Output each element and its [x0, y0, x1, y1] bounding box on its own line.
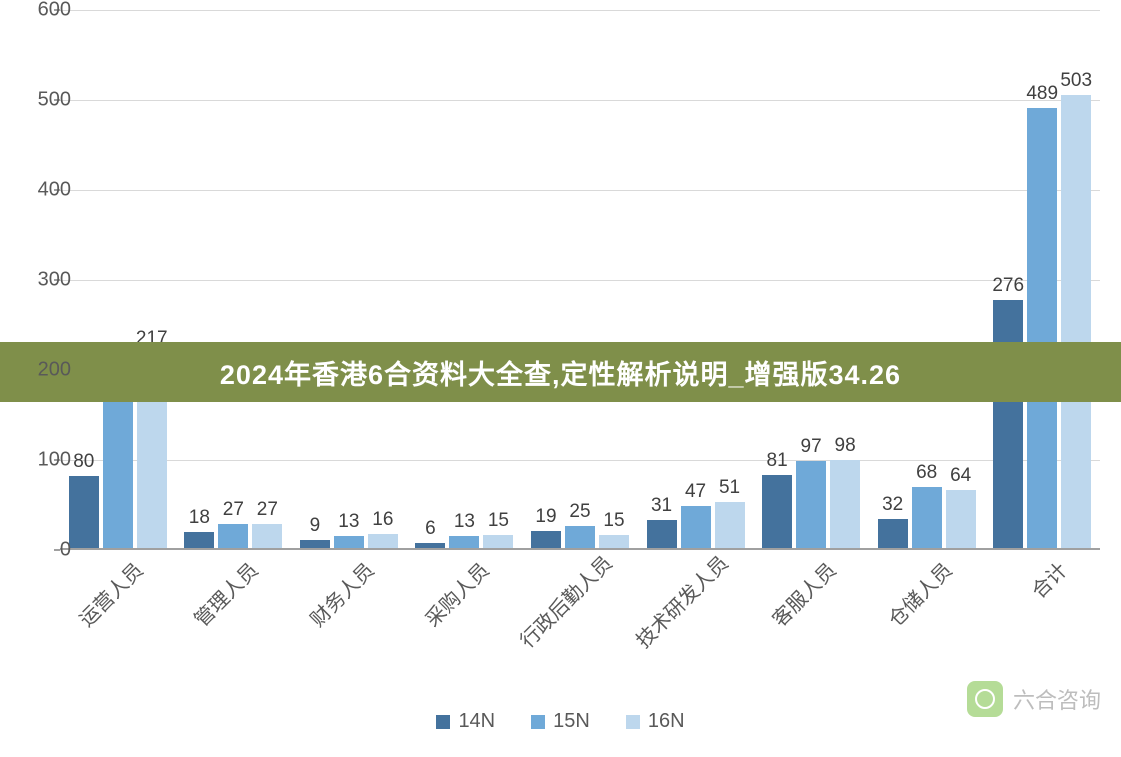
- bar-value-label: 97: [801, 436, 822, 458]
- ytick-label: 0: [21, 539, 71, 562]
- bar: [830, 460, 860, 548]
- legend-label: 14N: [458, 710, 495, 733]
- bar: [531, 531, 561, 548]
- bar: [334, 536, 364, 548]
- ytick-label: 400: [21, 179, 71, 202]
- bar-value-label: 19: [535, 506, 556, 528]
- ytick-label: 600: [21, 0, 71, 22]
- bar: [483, 535, 513, 549]
- bar-value-label: 15: [488, 510, 509, 532]
- legend-swatch: [531, 715, 545, 729]
- bar-value-label: 13: [454, 511, 475, 533]
- bar-value-label: 13: [338, 511, 359, 533]
- legend-label: 15N: [553, 710, 590, 733]
- bar: [993, 300, 1023, 548]
- legend-item: 15N: [531, 710, 590, 733]
- bar-value-label: 68: [916, 462, 937, 484]
- ytick-label: 500: [21, 89, 71, 112]
- overlay-banner: 2024年香港6合资料大全查,定性解析说明_增强版34.26: [0, 342, 1121, 402]
- bar: [415, 543, 445, 548]
- bar: [449, 536, 479, 548]
- bar: [1061, 95, 1091, 548]
- bar-value-label: 47: [685, 481, 706, 503]
- bar: [300, 540, 330, 548]
- chart-container: 8019921718272791316613151925153147518197…: [60, 10, 1100, 570]
- bar-value-label: 503: [1060, 70, 1092, 92]
- bar: [184, 532, 214, 548]
- watermark-text: 六合咨询: [1013, 683, 1101, 715]
- legend-swatch: [626, 715, 640, 729]
- bar-value-label: 64: [950, 465, 971, 487]
- ytick-label: 300: [21, 269, 71, 292]
- gridline: [60, 190, 1100, 191]
- bar: [762, 475, 792, 548]
- bar-value-label: 25: [569, 501, 590, 523]
- gridline: [60, 280, 1100, 281]
- bar-value-label: 15: [603, 510, 624, 532]
- wechat-icon: [967, 681, 1003, 717]
- legend-item: 16N: [626, 710, 685, 733]
- bar: [796, 461, 826, 548]
- ytick-label: 100: [21, 449, 71, 472]
- bar-value-label: 31: [651, 495, 672, 517]
- bar-value-label: 98: [835, 435, 856, 457]
- legend: 14N 15N 16N: [0, 710, 1121, 733]
- watermark: 六合咨询: [967, 681, 1101, 717]
- bar-value-label: 16: [372, 509, 393, 531]
- bar: [368, 534, 398, 548]
- bar: [565, 526, 595, 549]
- bar: [715, 502, 745, 548]
- plot-area: 8019921718272791316613151925153147518197…: [60, 10, 1100, 550]
- bar-value-label: 80: [73, 451, 94, 473]
- bar: [252, 524, 282, 548]
- gridline: [60, 460, 1100, 461]
- bar-value-label: 6: [425, 518, 436, 540]
- bar: [599, 535, 629, 549]
- bar: [878, 519, 908, 548]
- bar-value-label: 27: [223, 499, 244, 521]
- bar-value-label: 32: [882, 494, 903, 516]
- bar-value-label: 276: [992, 275, 1024, 297]
- ytick-label: 200: [21, 359, 71, 382]
- bar: [681, 506, 711, 548]
- bar-value-label: 51: [719, 477, 740, 499]
- bar: [1027, 108, 1057, 548]
- overlay-text: 2024年香港6合资料大全查,定性解析说明_增强版34.26: [220, 353, 901, 392]
- bar-value-label: 18: [189, 507, 210, 529]
- legend-swatch: [436, 715, 450, 729]
- legend-item: 14N: [436, 710, 495, 733]
- legend-label: 16N: [648, 710, 685, 733]
- bar: [647, 520, 677, 548]
- gridline: [60, 10, 1100, 11]
- gridline: [60, 100, 1100, 101]
- bar-value-label: 489: [1026, 83, 1058, 105]
- bar: [69, 476, 99, 548]
- bar-value-label: 27: [257, 499, 278, 521]
- bar: [946, 490, 976, 548]
- bar-value-label: 9: [310, 515, 321, 537]
- bar: [912, 487, 942, 548]
- bar: [218, 524, 248, 548]
- bar-value-label: 81: [767, 450, 788, 472]
